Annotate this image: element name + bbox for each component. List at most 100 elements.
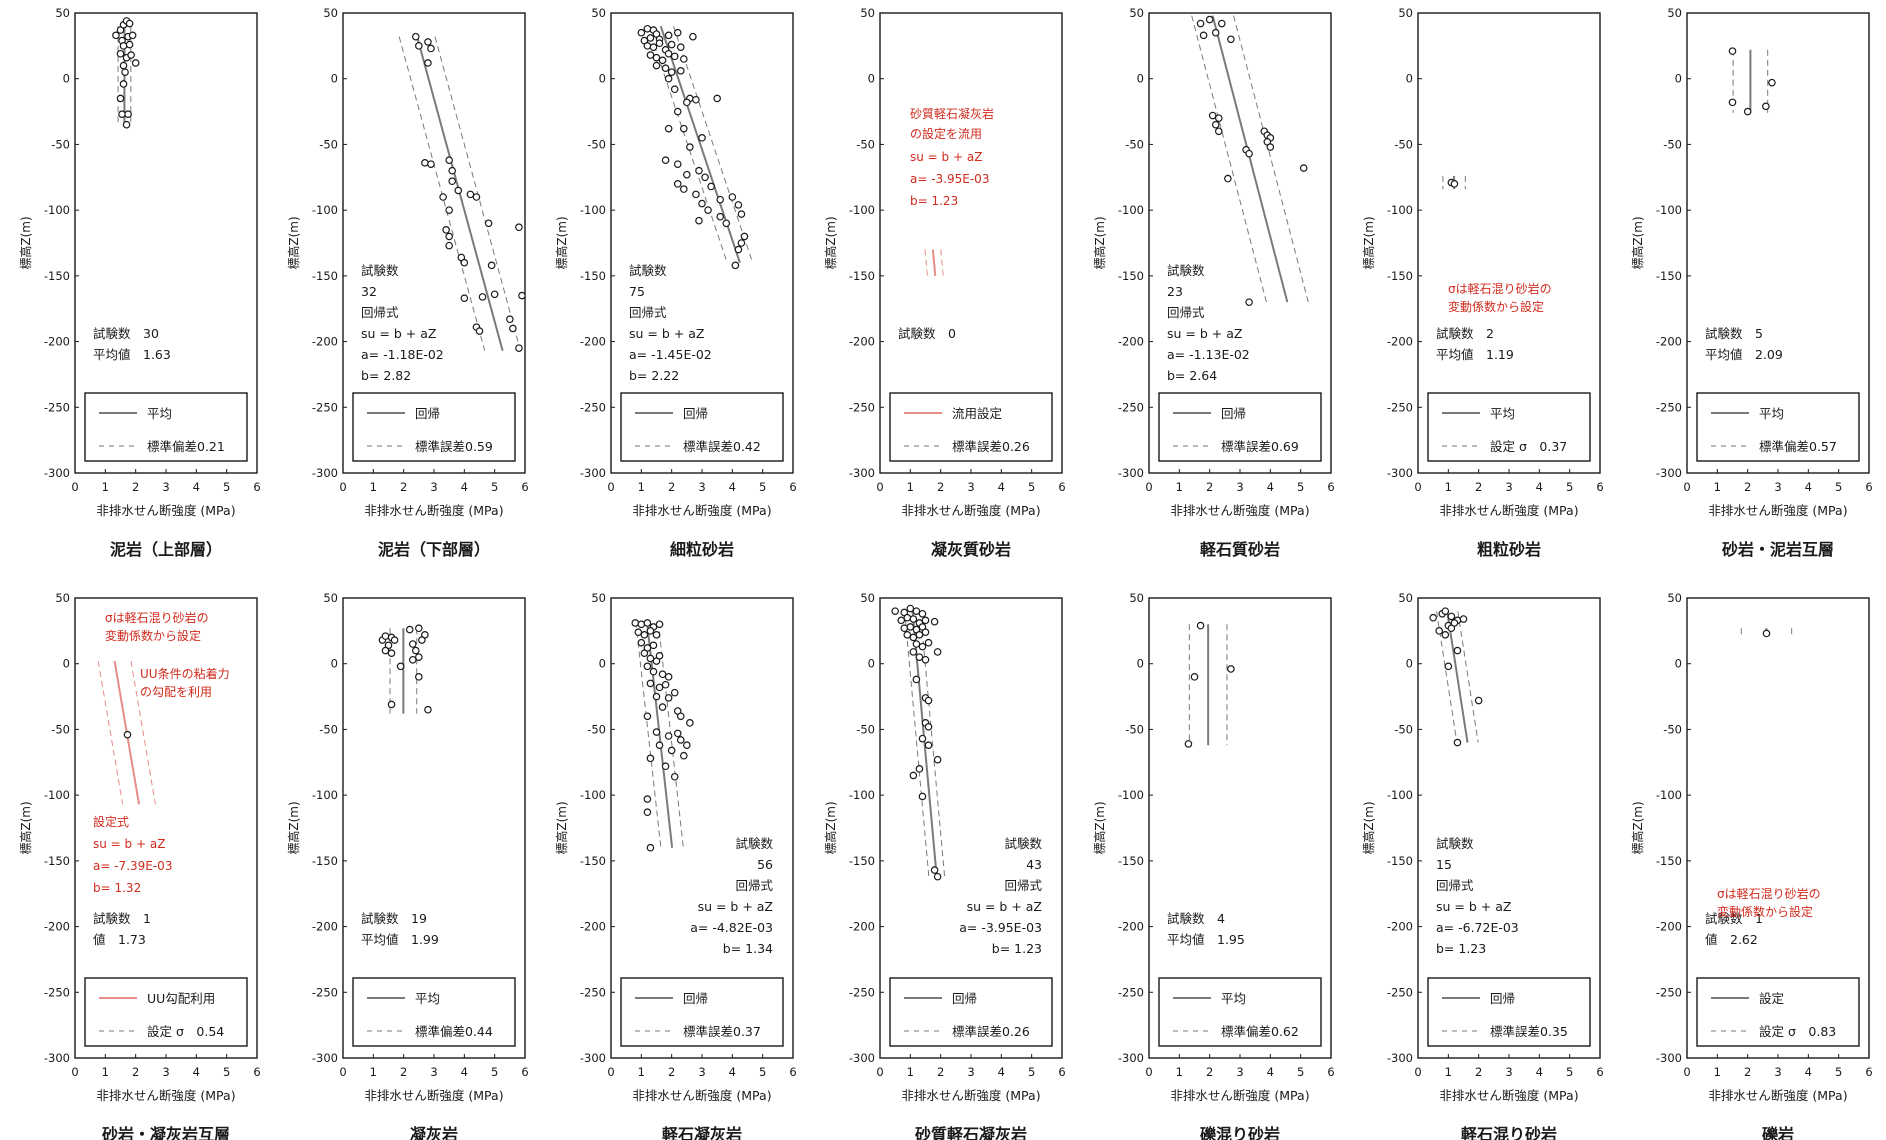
- x-tick-label: 1: [1176, 480, 1183, 494]
- x-axis-label: 非排水せん断強度 (MPa): [96, 503, 235, 518]
- x-tick-label: 3: [1505, 1065, 1512, 1079]
- x-tick-label: 1: [1445, 1065, 1452, 1079]
- x-tick-label: 6: [521, 480, 528, 494]
- y-tick-label: -250: [1118, 985, 1144, 999]
- x-tick-label: 2: [1475, 480, 1482, 494]
- data-point: [643, 619, 652, 627]
- data-point: [118, 110, 126, 119]
- y-axis-label: 標高Z(m): [1092, 216, 1107, 269]
- data-point: [909, 615, 918, 623]
- data-point: [912, 640, 921, 648]
- y-axis-label: 標高Z(m): [1092, 801, 1107, 854]
- y-tick-label: -250: [44, 400, 70, 414]
- annotation-text: σは軽石混り砂岩の: [1717, 886, 1821, 901]
- y-tick-label: -200: [849, 335, 875, 349]
- data-point: [460, 294, 469, 303]
- data-point: [631, 619, 640, 627]
- stats-text: 43: [1026, 857, 1042, 872]
- data-point: [415, 624, 423, 633]
- panel-title: 砂岩・泥岩互層: [1722, 540, 1834, 559]
- data-point: [640, 649, 649, 658]
- data-point: [716, 212, 725, 221]
- data-point: [1266, 143, 1275, 151]
- data-point: [918, 642, 927, 651]
- data-point: [695, 166, 703, 175]
- data-point: [1245, 149, 1253, 158]
- legend-box: [1696, 392, 1860, 462]
- y-tick-label: -100: [44, 203, 70, 217]
- panel-title: 礫混り砂岩: [1200, 1125, 1280, 1140]
- y-tick-label: -250: [849, 400, 875, 414]
- y-tick-label: 50: [591, 6, 606, 20]
- data-point: [679, 55, 688, 63]
- data-point: [1762, 629, 1771, 638]
- x-axis-label: 非排水せん断強度 (MPa): [1708, 503, 1847, 518]
- legend-label: 標準偏差0.62: [1221, 1024, 1299, 1039]
- legend-box: [1158, 392, 1322, 462]
- x-tick-label: 6: [521, 1065, 528, 1079]
- stats-text: 平均値 1.63: [93, 347, 171, 362]
- x-axis-label: 非排水せん断強度 (MPa): [632, 1088, 771, 1103]
- data-point: [655, 652, 664, 660]
- data-point: [128, 31, 137, 40]
- data-point: [415, 673, 423, 681]
- y-tick-label: -200: [1118, 335, 1144, 349]
- legend-label: 標準誤差0.26: [952, 439, 1030, 454]
- data-point: [667, 746, 676, 755]
- data-point: [490, 290, 499, 299]
- x-tick-label: 5: [223, 480, 230, 494]
- x-tick-label: 2: [400, 480, 407, 494]
- legend-box: [1427, 392, 1591, 462]
- stats-text: b= 2.22: [629, 368, 679, 383]
- data-point: [918, 734, 927, 743]
- data-point: [933, 872, 942, 881]
- error-line: [919, 611, 946, 877]
- data-point: [1444, 662, 1453, 671]
- annotation-text: 変動係数から設定: [105, 628, 201, 643]
- panel-title: 礫岩: [1762, 1125, 1794, 1140]
- data-point: [131, 59, 140, 67]
- x-tick-label: 4: [729, 1065, 736, 1079]
- data-point: [405, 625, 414, 634]
- y-tick-label: -50: [1394, 722, 1413, 736]
- data-point: [1435, 627, 1444, 635]
- data-point: [652, 53, 661, 62]
- data-point: [670, 772, 679, 781]
- x-tick-label: 5: [223, 1065, 230, 1079]
- data-point: [658, 670, 667, 679]
- data-point: [643, 24, 652, 33]
- data-point: [387, 700, 396, 709]
- panel-title: 泥岩（下部層）: [378, 540, 490, 559]
- y-tick-label: 50: [1129, 6, 1144, 20]
- data-point: [411, 32, 420, 41]
- data-point: [652, 728, 661, 736]
- stats-text: su = b + aZ: [967, 899, 1042, 914]
- x-tick-label: 3: [1505, 480, 1512, 494]
- y-tick-label: -200: [1118, 920, 1144, 934]
- stats-text: 試験数: [1004, 836, 1042, 851]
- data-point: [643, 42, 652, 50]
- y-axis-label: 標高Z(m): [18, 216, 33, 269]
- y-tick-label: -100: [1656, 203, 1682, 217]
- data-point: [915, 765, 924, 773]
- error-line: [1457, 611, 1479, 743]
- data-point: [646, 654, 655, 663]
- stats-text: a= -1.13E-02: [1167, 347, 1250, 362]
- data-point: [125, 19, 134, 28]
- data-point: [396, 662, 405, 671]
- x-tick-label: 4: [193, 1065, 200, 1079]
- x-tick-label: 3: [1236, 1065, 1243, 1079]
- x-tick-label: 4: [1267, 1065, 1274, 1079]
- stats-text: 回帰式: [735, 878, 773, 893]
- x-axis-label: 非排水せん断強度 (MPa): [901, 1088, 1040, 1103]
- data-point: [906, 604, 915, 613]
- x-tick-label: 0: [71, 1065, 78, 1079]
- stats-text: 平均値 1.95: [1167, 932, 1245, 947]
- y-tick-label: -300: [580, 1051, 606, 1065]
- data-point: [737, 210, 746, 218]
- data-point: [722, 219, 731, 228]
- data-point: [737, 239, 746, 247]
- x-axis-label: 非排水せん断強度 (MPa): [901, 503, 1040, 518]
- data-point: [487, 261, 496, 270]
- legend-label: 回帰: [415, 406, 440, 421]
